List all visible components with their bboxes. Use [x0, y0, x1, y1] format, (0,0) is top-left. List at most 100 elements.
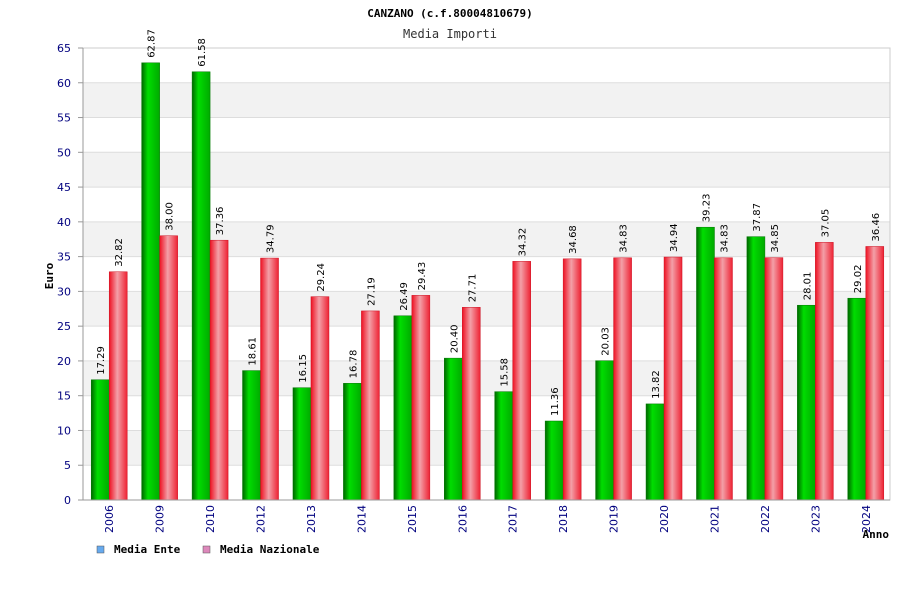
value-label: 20.40: [449, 325, 460, 354]
x-tick-label: 2022: [759, 505, 772, 533]
bar-media-nazionale-2016: [462, 307, 481, 501]
value-label: 62.87: [147, 29, 158, 58]
value-label: 61.58: [197, 38, 208, 67]
bar-media-nazionale-2014: [361, 310, 380, 501]
legend-swatch-media-ente: [96, 545, 105, 554]
y-tick-label: 55: [57, 112, 71, 125]
value-label: 37.36: [215, 207, 226, 236]
bar-media-ente-2024: [847, 297, 867, 501]
value-label: 17.29: [96, 346, 107, 375]
bar-media-nazionale-2020: [663, 256, 683, 501]
x-tick-label: 2023: [809, 505, 822, 533]
value-label: 32.82: [114, 238, 125, 267]
y-tick-label: 45: [57, 181, 71, 194]
x-tick-label: 2012: [255, 505, 268, 533]
x-tick-label: 2021: [708, 505, 721, 533]
bar-media-nazionale-2015: [411, 295, 431, 501]
bar-media-nazionale-2023: [815, 242, 834, 501]
x-axis-label: Anno: [863, 528, 890, 541]
x-tick-label: 2024: [860, 505, 873, 533]
bar-media-nazionale-2022: [764, 257, 784, 501]
y-tick-label: 10: [57, 424, 71, 437]
bar-media-nazionale-2010: [209, 239, 229, 501]
y-tick-label: 50: [57, 146, 71, 159]
y-tick-label: 65: [57, 42, 71, 55]
bar-media-nazionale-2009: [159, 235, 178, 501]
bar-media-nazionale-2021: [714, 257, 733, 501]
y-axis-ticks: 0 5 10 15 20 25 30 35 40 45 50 55 60 65: [57, 42, 83, 507]
bar-media-ente-2019: [595, 360, 614, 501]
y-tick-label: 35: [57, 251, 71, 264]
bar-media-nazionale-2018: [562, 258, 582, 501]
bar-media-ente-2015: [393, 315, 413, 501]
value-labels: 17.29 32.82 62.87 38.00 61.58 37.36 18.61 34.79…: [96, 29, 882, 416]
bar-media-ente-2014: [343, 383, 362, 501]
value-label: 34.83: [619, 224, 630, 253]
y-tick-label: 0: [64, 494, 71, 507]
value-label: 18.61: [248, 337, 259, 366]
value-label: 27.19: [366, 277, 377, 306]
bar-media-ente-2020: [645, 403, 665, 501]
x-tick-label: 2017: [507, 505, 520, 533]
x-axis-ticks: 2006 2009 2010 2012 2013 2014 2015 2016 2017 2018…: [103, 505, 873, 533]
bar-media-nazionale-2013: [310, 296, 330, 501]
bar-media-ente-2006: [90, 379, 110, 501]
value-label: 16.78: [348, 350, 359, 379]
x-tick-label: 2019: [608, 505, 621, 533]
value-label: 34.94: [669, 223, 680, 252]
y-tick-label: 20: [57, 355, 71, 368]
value-label: 34.32: [518, 228, 529, 257]
x-tick-label: 2006: [103, 505, 116, 533]
bar-media-ente-2012: [242, 370, 261, 501]
y-tick-label: 60: [57, 77, 71, 90]
y-tick-label: 25: [57, 320, 71, 333]
bar-media-ente-2010: [191, 71, 211, 501]
x-tick-label: 2016: [456, 505, 469, 533]
bar-media-ente-2013: [292, 387, 312, 501]
y-tick-label: 5: [64, 459, 71, 472]
chart-title: CANZANO (c.f.80004810679): [367, 7, 533, 20]
bar-media-ente-2022: [746, 236, 766, 501]
x-tick-label: 2018: [557, 505, 570, 533]
grid-band: [83, 82, 890, 118]
value-label: 34.68: [568, 225, 579, 254]
value-label: 39.23: [701, 194, 712, 223]
y-axis-label: Euro: [43, 262, 56, 289]
bar-media-nazionale-2017: [512, 261, 531, 501]
value-label: 15.58: [500, 358, 511, 387]
y-tick-label: 40: [57, 216, 71, 229]
value-label: 34.79: [266, 224, 277, 253]
legend-label-media-nazionale: Media Nazionale: [220, 543, 320, 556]
value-label: 36.46: [871, 213, 882, 242]
value-label: 28.01: [802, 272, 813, 301]
value-label: 38.00: [165, 202, 176, 231]
bar-media-ente-2017: [494, 391, 513, 501]
x-tick-label: 2013: [305, 505, 318, 533]
value-label: 34.83: [719, 224, 730, 253]
y-tick-label: 15: [57, 390, 71, 403]
bar-media-nazionale-2012: [260, 257, 279, 501]
value-label: 29.43: [417, 262, 428, 291]
value-label: 34.85: [770, 224, 781, 253]
bar-media-nazionale-2024: [865, 246, 885, 501]
grid-band: [83, 152, 890, 188]
bar-media-nazionale-2006: [108, 271, 128, 501]
x-tick-label: 2015: [406, 505, 419, 533]
y-tick-label: 30: [57, 285, 71, 298]
value-label: 13.82: [651, 370, 662, 399]
bar-media-nazionale-2019: [613, 257, 632, 501]
bar-media-ente-2021: [696, 226, 715, 501]
value-label: 27.71: [467, 274, 478, 303]
value-label: 26.49: [399, 282, 410, 311]
bar-media-ente-2023: [797, 304, 816, 501]
value-label: 37.87: [752, 203, 763, 232]
x-tick-label: 2020: [658, 505, 671, 533]
legend-label-media-ente: Media Ente: [114, 543, 181, 556]
bar-media-ente-2016: [444, 357, 463, 501]
value-label: 37.05: [820, 209, 831, 238]
bar-media-ente-2009: [141, 62, 160, 501]
x-tick-label: 2010: [204, 505, 217, 533]
legend: Media Ente Media Nazionale: [96, 543, 320, 556]
value-label: 20.03: [601, 327, 612, 356]
